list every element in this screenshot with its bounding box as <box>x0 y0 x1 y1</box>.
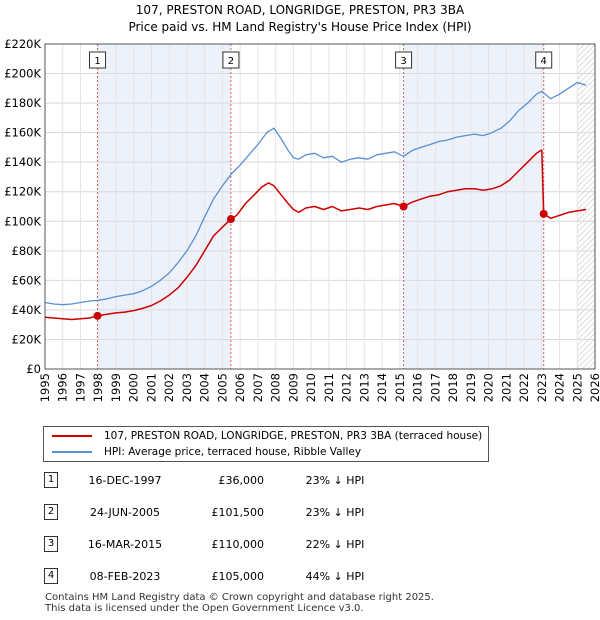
transaction-price: £110,000 <box>211 538 265 551</box>
transaction-marker-label: 2 <box>228 56 234 67</box>
legend-label-property: 107, PRESTON ROAD, LONGRIDGE, PRESTON, P… <box>104 430 483 442</box>
legend-entry-property: 107, PRESTON ROAD, LONGRIDGE, PRESTON, P… <box>52 428 482 444</box>
x-tick-label: 2024 <box>553 373 567 402</box>
table-row: 4 08-FEB-2023 £105,000 44% ↓ HPI <box>40 568 440 588</box>
y-tick-label: £0 <box>26 362 41 376</box>
x-tick-label: 1996 <box>56 373 70 402</box>
x-tick-label: 2026 <box>588 373 600 402</box>
plot-frame <box>44 43 596 370</box>
y-tick-label: £200K <box>4 67 41 81</box>
footer-attribution: Contains HM Land Registry data © Crown c… <box>45 592 434 614</box>
x-tick-label: 2021 <box>499 373 513 402</box>
x-tick-label: 2011 <box>322 373 336 402</box>
y-tick-label: £20K <box>12 332 42 346</box>
transaction-marker-box <box>535 51 553 69</box>
y-tick-label: £160K <box>4 126 41 140</box>
transaction-date: 16-MAR-2015 <box>87 538 163 551</box>
x-tick-label: 2007 <box>251 373 265 402</box>
transaction-price: £36,000 <box>218 474 265 487</box>
x-tick-label: 2016 <box>411 373 425 402</box>
transaction-marker-box <box>89 51 107 69</box>
transaction-number: 1 <box>44 472 58 488</box>
x-tick-label: 2017 <box>428 373 442 402</box>
transaction-hpi-diff: 44% ↓ HPI <box>305 570 365 583</box>
x-tick-label: 2022 <box>517 373 531 402</box>
x-tick-label: 2002 <box>162 373 176 402</box>
transaction-hpi-diff: 22% ↓ HPI <box>305 538 365 551</box>
transaction-number: 4 <box>44 568 58 584</box>
x-tick-label: 2003 <box>180 373 194 402</box>
property-price-line <box>44 149 587 321</box>
transaction-marker-box <box>395 51 413 69</box>
price-chart: 1 2 3 4 £0 £20K £40K £60K £80K £100K £120K £140K £1… <box>4 37 600 402</box>
x-tick-label: 2005 <box>215 373 229 402</box>
x-tick-label: 2013 <box>357 373 371 402</box>
transaction-marker-label: 3 <box>400 56 406 67</box>
x-tick-label: 2012 <box>340 373 354 402</box>
chart-title-block: 107, PRESTON ROAD, LONGRIDGE, PRESTON, P… <box>0 2 600 36</box>
legend-swatch-hpi <box>52 451 92 453</box>
legend-label-hpi: HPI: Average price, terraced house, Ribb… <box>104 446 362 458</box>
footer-copyright: Contains HM Land Registry data © Crown c… <box>45 592 434 603</box>
forecast-hatch-region <box>577 44 595 369</box>
x-tick-label: 1999 <box>109 373 123 402</box>
table-row: 1 16-DEC-1997 £36,000 23% ↓ HPI <box>40 472 440 492</box>
transaction-hpi-diff: 23% ↓ HPI <box>305 474 365 487</box>
transaction-price: £101,500 <box>211 506 265 519</box>
chart-subtitle: Price paid vs. HM Land Registry's House … <box>128 20 472 34</box>
y-tick-label: £40K <box>12 303 42 317</box>
transaction-date: 16-DEC-1997 <box>88 474 162 487</box>
legend-swatch-property <box>52 435 92 437</box>
x-tick-label: 2020 <box>482 373 496 402</box>
x-tick-label: 2009 <box>286 373 300 402</box>
x-tick-label: 2019 <box>464 373 478 402</box>
x-tick-label: 1997 <box>73 373 87 402</box>
transaction-marker-box <box>222 51 240 69</box>
x-tick-label: 2023 <box>535 373 549 402</box>
transaction-point <box>399 202 408 211</box>
footer-license: This data is licensed under the Open Gov… <box>45 603 364 614</box>
chart-legend: 107, PRESTON ROAD, LONGRIDGE, PRESTON, P… <box>43 426 489 462</box>
holding-period-band <box>97 44 231 369</box>
transaction-date: 08-FEB-2023 <box>89 570 161 583</box>
y-tick-label: £220K <box>4 37 41 51</box>
transaction-price: £105,000 <box>211 570 265 583</box>
transaction-marker-label: 1 <box>94 56 100 67</box>
chart-title: 107, PRESTON ROAD, LONGRIDGE, PRESTON, P… <box>135 3 465 17</box>
x-tick-label: 1998 <box>91 373 105 402</box>
transaction-point <box>93 311 102 320</box>
transaction-date: 24-JUN-2005 <box>89 506 161 519</box>
x-tick-label: 2018 <box>446 373 460 402</box>
x-tick-label: 2004 <box>198 373 212 402</box>
x-tick-label: 2008 <box>269 373 283 402</box>
x-tick-label: 2025 <box>570 373 584 402</box>
transaction-marker-label: 4 <box>541 56 547 67</box>
table-row: 3 16-MAR-2015 £110,000 22% ↓ HPI <box>40 536 440 556</box>
x-tick-label: 2001 <box>144 373 158 402</box>
y-tick-label: £120K <box>4 185 41 199</box>
transaction-point <box>226 215 235 224</box>
x-tick-label: 2010 <box>304 373 318 402</box>
holding-period-band <box>403 44 544 369</box>
hpi-line <box>44 81 587 306</box>
transaction-number: 2 <box>44 504 58 520</box>
legend-entry-hpi: HPI: Average price, terraced house, Ribb… <box>52 444 361 460</box>
y-tick-label: £60K <box>12 273 42 287</box>
y-tick-label: £180K <box>4 96 41 110</box>
x-tick-label: 1995 <box>38 373 52 402</box>
y-tick-label: £100K <box>4 214 41 228</box>
x-tick-label: 2000 <box>127 373 141 402</box>
transaction-number: 3 <box>44 536 58 552</box>
x-tick-label: 2006 <box>233 373 247 402</box>
y-tick-label: £140K <box>4 155 41 169</box>
transaction-hpi-diff: 23% ↓ HPI <box>305 506 365 519</box>
y-tick-label: £80K <box>12 244 42 258</box>
x-tick-label: 2014 <box>375 373 389 402</box>
transaction-point <box>539 209 548 218</box>
x-tick-label: 2015 <box>393 373 407 402</box>
table-row: 2 24-JUN-2005 £101,500 23% ↓ HPI <box>40 504 440 524</box>
